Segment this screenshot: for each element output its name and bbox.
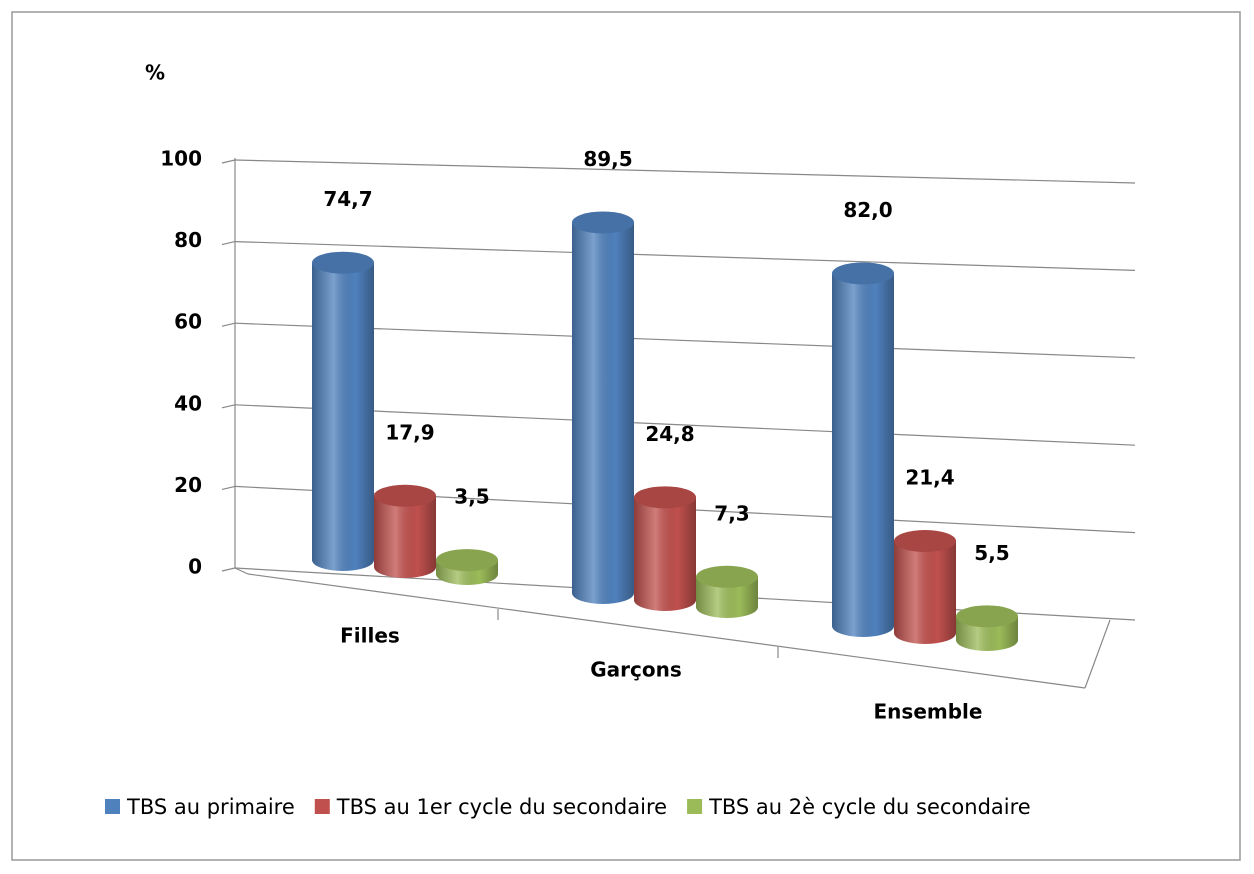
bar-top [436, 549, 498, 572]
cylinder [832, 262, 894, 637]
value-label: 82,0 [843, 198, 892, 222]
y-tick-label: 80 [174, 228, 202, 252]
legend-label: TBS au primaire [126, 795, 295, 819]
bar-top [956, 605, 1018, 628]
cylinder [634, 486, 696, 611]
value-label: 17,9 [385, 420, 434, 444]
bar-shading [696, 576, 758, 618]
grid-line [234, 404, 1136, 446]
cylinder [374, 484, 436, 578]
bar-top-shade [312, 251, 374, 274]
bar-top-shade [832, 262, 894, 285]
bar-shading [634, 497, 696, 611]
bar-shading [312, 262, 374, 571]
grid-line [234, 241, 1136, 271]
value-label: 74,7 [323, 187, 372, 211]
cylinder [436, 549, 498, 585]
value-label: 24,8 [645, 422, 694, 446]
floor-edge [1084, 619, 1111, 689]
y-tick-label: 20 [174, 473, 202, 497]
y-tick [221, 404, 236, 409]
axes-frame [234, 158, 1111, 689]
bar-top-shade [436, 549, 498, 572]
y-tick [221, 485, 236, 490]
legend-label: TBS au 1er cycle du secondaire [336, 795, 667, 819]
bar-shading [832, 273, 894, 637]
cylinder [572, 211, 634, 604]
bar-top [374, 484, 436, 507]
bar-shading [572, 222, 634, 604]
bar-top [634, 486, 696, 509]
y-tick [221, 159, 236, 164]
value-label: 3,5 [454, 485, 489, 509]
y-tick-label: 100 [160, 147, 202, 171]
y-tick [221, 241, 236, 246]
legend-swatch [687, 799, 703, 814]
y-tick-label: 60 [174, 310, 202, 334]
y-tick-label: 0 [188, 555, 202, 579]
bar-shading [374, 495, 436, 578]
grid-line [234, 159, 1136, 184]
value-label: 5,5 [974, 541, 1009, 565]
bar-top-shade [634, 486, 696, 509]
cylinder [956, 605, 1018, 651]
bar-top [312, 251, 374, 274]
bar-shading [894, 540, 956, 644]
legend-swatch [105, 799, 120, 814]
bar-top-shade [956, 605, 1018, 628]
bar-top [696, 565, 758, 588]
floor-edge [234, 567, 249, 575]
y-tick-label: 40 [174, 391, 202, 415]
bar-top-shade [696, 565, 758, 588]
value-label: 21,4 [905, 465, 954, 489]
legend-swatch [314, 799, 330, 814]
cylinder [894, 529, 956, 644]
legend-label: TBS au 2è cycle du secondaire [708, 795, 1031, 819]
cylinder [696, 565, 758, 618]
bar-top-shade [374, 484, 436, 507]
bar-top [572, 211, 634, 234]
x-tick-label: Filles [340, 624, 400, 648]
floor-edge [247, 573, 1086, 689]
value-label: 7,3 [714, 501, 749, 525]
grid-line [234, 322, 1136, 359]
x-tick-label: Ensemble [874, 700, 983, 724]
cylinder [312, 251, 374, 571]
y-tick [221, 567, 236, 572]
y-tick [221, 322, 236, 327]
bar-top [894, 529, 956, 552]
bar-top-shade [572, 211, 634, 234]
bar-top [832, 262, 894, 285]
value-label: 89,5 [583, 147, 632, 171]
bar-top-shade [894, 529, 956, 552]
x-tick-label: Garçons [590, 658, 682, 682]
axis-label: % [145, 61, 165, 85]
